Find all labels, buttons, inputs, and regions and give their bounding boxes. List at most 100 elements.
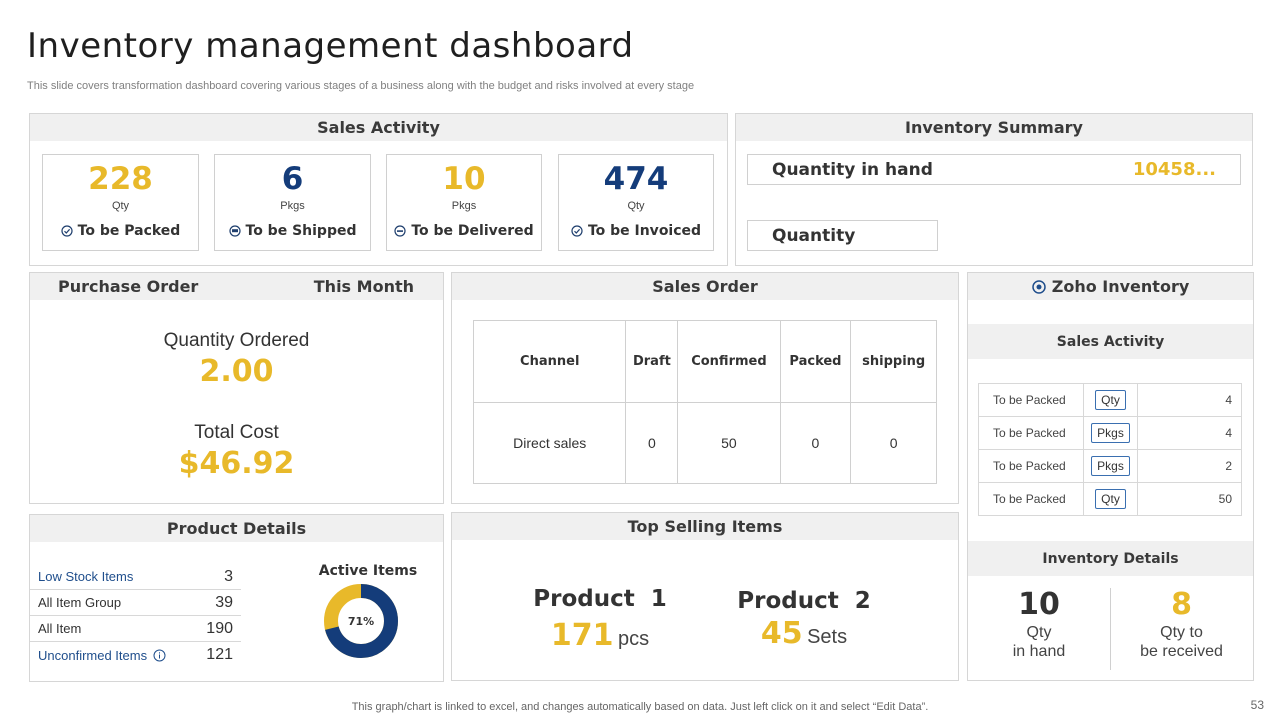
quantity-in-hand-box[interactable]: Quantity in hand 10458...	[747, 154, 1241, 185]
page-number: 53	[1250, 698, 1264, 712]
list-item[interactable]: All Item Group 39	[30, 590, 241, 616]
active-items-title: Active Items	[318, 563, 418, 579]
card-value: 228	[88, 161, 153, 197]
quantity-in-hand-label: Quantity in hand	[772, 159, 933, 180]
table-row[interactable]: Direct sales 0 50 0 0	[472, 402, 937, 484]
qty-to-receive-value: 8	[1171, 587, 1192, 622]
top-selling-panel: Top Selling Items	[451, 512, 959, 681]
column-header: shipping	[850, 320, 937, 403]
card-unit: Pkgs	[451, 200, 477, 212]
card-to-be-shipped[interactable]: 6 Pkgs To be Shipped	[214, 154, 371, 251]
zoho-sales-activity-header: Sales Activity	[968, 324, 1253, 359]
quantity-ordered-label: Quantity Ordered	[163, 330, 310, 351]
sales-order-header: Sales Order	[452, 273, 958, 300]
total-cost-label: Total Cost	[194, 422, 279, 443]
qty-in-hand-block: 10 Qty in hand	[968, 588, 1110, 661]
quantity-in-hand-value: 10458...	[1132, 159, 1216, 180]
item-value: 3	[224, 567, 233, 585]
row-value: 4	[1137, 416, 1242, 450]
row-value: 50	[1137, 482, 1242, 516]
card-label: To be Invoiced	[587, 223, 702, 239]
row-label: To be Packed	[978, 482, 1084, 516]
card-value: 10	[442, 161, 486, 197]
column-header: Confirmed	[677, 320, 781, 403]
inventory-summary-panel: Inventory Summary	[735, 113, 1253, 266]
donut-active-segment	[324, 584, 398, 658]
packed-cell: 0	[779, 402, 852, 484]
row-label: To be Packed	[978, 416, 1084, 450]
card-to-be-invoiced[interactable]: 474 Qty To be Invoiced	[558, 154, 714, 251]
product-qty-unit: Sets	[807, 626, 848, 648]
column-header: Packed	[779, 320, 852, 403]
qty-in-hand-label-2: in hand	[1012, 643, 1066, 660]
column-header: Draft	[625, 320, 679, 403]
check-circle-icon	[61, 225, 73, 237]
zoho-inventory-header: Zoho Inventory	[1051, 277, 1190, 296]
product-2-qty: 45 Sets	[714, 616, 894, 651]
unit-pill[interactable]: Qty	[1095, 390, 1126, 410]
qty-in-hand-label-1: Qty	[1026, 624, 1052, 641]
info-icon[interactable]	[153, 649, 166, 662]
top-selling-header: Top Selling Items	[452, 513, 958, 540]
table-header-row: Channel Draft Confirmed Packed shipping	[472, 320, 937, 403]
period-label: This Month	[313, 277, 414, 296]
qty-to-receive-label-2: be received	[1140, 643, 1223, 660]
product-details-list: Low Stock Items 3 All Item Group 39 All …	[30, 564, 241, 668]
inventory-details-header: Inventory Details	[968, 541, 1253, 576]
unit-pill[interactable]: Pkgs	[1091, 456, 1130, 476]
list-item[interactable]: All Item 190	[30, 616, 241, 642]
card-label: To be Packed	[77, 223, 181, 239]
sales-order-table: Channel Draft Confirmed Packed shipping …	[472, 320, 937, 484]
item-value: 39	[215, 593, 233, 611]
item-value: 121	[206, 646, 233, 663]
inventory-divider	[1110, 588, 1111, 670]
row-label: To be Packed	[978, 449, 1084, 483]
card-to-be-packed[interactable]: 228 Qty To be Packed	[42, 154, 199, 251]
card-to-be-delivered[interactable]: 10 Pkgs To be Delivered	[386, 154, 542, 251]
purchase-order-header: Purchase Order	[58, 277, 199, 296]
qty-to-receive-label-1: Qty to	[1160, 624, 1203, 641]
draft-cell: 0	[625, 402, 679, 484]
card-value: 6	[281, 161, 304, 197]
unit-pill[interactable]: Pkgs	[1091, 423, 1130, 443]
page-title: Inventory management dashboard	[27, 26, 634, 66]
card-label: To be Delivered	[411, 223, 534, 239]
column-header: Channel	[472, 320, 627, 403]
item-label: All Item	[38, 621, 82, 636]
quantity-ordered-value: 2.00	[199, 354, 274, 389]
minus-circle-icon	[394, 225, 406, 237]
table-row[interactable]: To be Packed Qty 4	[978, 383, 1242, 417]
product-2-name: Product 2	[737, 588, 871, 614]
sales-activity-header: Sales Activity	[30, 114, 727, 141]
list-item[interactable]: Unconfirmed Items 121	[30, 642, 241, 668]
table-row[interactable]: To be Packed Pkgs 2	[978, 449, 1242, 483]
purchase-order-panel: Purchase Order This Month	[29, 272, 444, 504]
item-label: Unconfirmed Items	[38, 647, 148, 663]
shipping-cell: 0	[850, 402, 937, 484]
footer-note: This graph/chart is linked to excel, and…	[351, 701, 929, 713]
product-1-name: Product 1	[533, 586, 667, 612]
row-label: To be Packed	[978, 383, 1084, 417]
table-row[interactable]: To be Packed Pkgs 4	[978, 416, 1242, 450]
zoho-sales-activity-table: To be Packed Qty 4 To be Packed Pkgs 4 T…	[978, 383, 1242, 516]
row-value: 2	[1137, 449, 1242, 483]
page-subtitle: This slide covers transformation dashboa…	[27, 80, 695, 92]
quantity-box[interactable]: Quantity	[747, 220, 938, 251]
product-details-header: Product Details	[30, 515, 443, 542]
table-row[interactable]: To be Packed Qty 50	[978, 482, 1242, 516]
card-value: 474	[603, 161, 669, 197]
inventory-summary-header: Inventory Summary	[736, 114, 1252, 141]
card-label: To be Shipped	[245, 223, 357, 239]
item-value: 190	[206, 619, 233, 637]
unit-pill[interactable]: Qty	[1095, 489, 1126, 509]
donut-percent-label: 71%	[348, 615, 374, 628]
product-1-qty: 171 pcs	[510, 618, 690, 653]
active-items-donut-chart: 71%	[324, 584, 398, 658]
confirmed-cell: 50	[677, 402, 781, 484]
item-label: Low Stock Items	[38, 569, 134, 584]
item-label: All Item Group	[38, 595, 122, 610]
truck-circle-icon	[228, 225, 241, 237]
card-unit: Qty	[111, 200, 130, 212]
zoho-logo-icon	[1031, 279, 1046, 294]
list-item[interactable]: Low Stock Items 3	[30, 564, 241, 590]
